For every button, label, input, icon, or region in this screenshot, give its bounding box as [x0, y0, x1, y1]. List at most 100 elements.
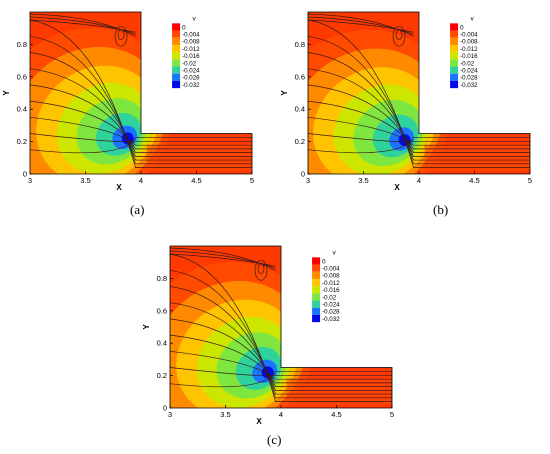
legend-swatch-0 — [450, 23, 459, 31]
legend-title: v — [470, 15, 474, 22]
legend-label-1: -0.004 — [182, 32, 200, 39]
x-tick-label-2: 4 — [279, 410, 283, 419]
legend-swatch-3 — [312, 278, 321, 287]
streamline-2 — [308, 52, 530, 161]
caption-c: (c) — [267, 432, 282, 447]
y-axis: 0 0.2 0.4 0.6 0.8 Y — [142, 274, 173, 413]
y-tick-label-1: 0.2 — [295, 137, 305, 146]
x-tick-label-1: 3.5 — [80, 176, 90, 185]
wall-streamline-2 — [308, 19, 414, 33]
legend-label-5: -0.02 — [182, 60, 197, 67]
legend-swatch-5 — [450, 59, 459, 67]
y-tick-label-0: 0 — [301, 170, 305, 179]
x-tick-label-3: 4.5 — [469, 176, 479, 185]
x-tick-label-4: 5 — [390, 410, 394, 419]
legend-label-0: 0 — [322, 258, 326, 265]
x-axis-label: X — [256, 417, 262, 426]
y-tick-label-4: 0.8 — [17, 40, 27, 49]
streamline-1 — [170, 269, 392, 399]
legend-swatch-8 — [450, 80, 459, 89]
y-tick-label-0: 0 — [23, 170, 27, 179]
streamline-5 — [170, 334, 392, 384]
streamline-7 — [170, 367, 392, 377]
x-axis-label: X — [394, 183, 400, 192]
streamline-6 — [30, 116, 252, 146]
wall-streamline-1 — [170, 250, 276, 269]
corner-vortex-outer — [114, 25, 128, 47]
y-tick-label-1: 0.2 — [157, 371, 167, 380]
legend-swatch-7 — [312, 307, 321, 315]
legend-swatch-6 — [450, 66, 459, 74]
streamline-2 — [30, 52, 252, 161]
legend-label-2: -0.008 — [460, 39, 478, 46]
legend-swatch-1 — [172, 30, 181, 38]
streamline-3 — [308, 68, 530, 157]
legend-label-7: -0.028 — [182, 75, 200, 82]
streamline-6 — [308, 116, 530, 146]
legend-swatch-3 — [450, 44, 459, 53]
legend-label-0: 0 — [182, 24, 186, 31]
wall-streamline-1 — [308, 16, 414, 35]
legend-label-4: -0.016 — [182, 53, 200, 60]
x-tick-label-0: 3 — [28, 176, 32, 185]
streamline-4 — [170, 318, 392, 387]
legend-swatch-4 — [312, 286, 321, 294]
legend-swatch-8 — [312, 314, 321, 323]
x-axis: 3 3.5 4 4.5 5 X — [306, 171, 532, 192]
streamline-7 — [308, 133, 530, 143]
legend-swatch-4 — [172, 52, 181, 60]
legend-label-1: -0.004 — [322, 266, 340, 273]
legend-label-3: -0.012 — [460, 46, 478, 53]
x-axis: 3 3.5 4 4.5 5 X — [168, 405, 394, 426]
x-tick-label-3: 4.5 — [331, 410, 341, 419]
streamline-6 — [170, 350, 392, 380]
streamline-0 — [308, 19, 530, 168]
streamline-3 — [30, 68, 252, 157]
legend-label-5: -0.02 — [460, 60, 475, 67]
x-tick-label-4: 5 — [250, 176, 254, 185]
y-tick-label-0: 0 — [163, 404, 167, 413]
y-axis: 0 0.2 0.4 0.6 0.8 Y — [2, 40, 33, 179]
legend-label-6: -0.024 — [460, 68, 478, 75]
y-tick-label-4: 0.8 — [157, 274, 167, 283]
legend-label-6: -0.024 — [182, 68, 200, 75]
x-axis: 3 3.5 4 4.5 5 X — [28, 171, 254, 192]
x-tick-label-1: 3.5 — [220, 410, 230, 419]
legend: v0-0.004-0.008-0.012-0.016-0.02-0.024-0.… — [450, 15, 478, 89]
chart-a-svg: 3 3.5 4 4.5 5X00.20.40.60.8Yv0-0.004-0.008-0… — [2, 11, 254, 192]
streamline-5 — [308, 100, 530, 150]
legend-label-8: -0.032 — [182, 82, 200, 89]
legend-swatch-0 — [312, 257, 321, 265]
legend-swatch-6 — [172, 66, 181, 74]
legend-swatch-2 — [450, 37, 459, 45]
corner-vortex-outer — [254, 259, 268, 281]
legend-label-4: -0.016 — [460, 53, 478, 60]
streamline-4 — [30, 84, 252, 153]
streamline-1 — [30, 35, 252, 165]
legend-label-4: -0.016 — [322, 287, 340, 294]
y-tick-label-2: 0.4 — [295, 105, 305, 114]
legend-swatch-1 — [312, 264, 321, 272]
chart-c-svg: 3 3.5 4 4.5 5X00.20.40.60.8Yv0-0.004-0.008-0… — [142, 245, 394, 426]
legend-swatch-6 — [312, 300, 321, 308]
wall-streamline-1 — [30, 16, 136, 35]
legend: v0-0.004-0.008-0.012-0.016-0.02-0.024-0.… — [172, 15, 200, 89]
streamline-1 — [308, 35, 530, 165]
caption-a: (a) — [130, 202, 145, 217]
y-tick-label-3: 0.6 — [17, 72, 27, 81]
streamline-8 — [30, 137, 252, 154]
x-tick-label-2: 4 — [417, 176, 421, 185]
streamlines — [308, 13, 530, 168]
streamline-3 — [170, 302, 392, 391]
corner-vortex-inner — [395, 29, 403, 41]
chart-b-svg: 3 3.5 4 4.5 5X00.20.40.60.8Yv0-0.004-0.008-0… — [280, 11, 532, 192]
x-tick-label-3: 4.5 — [191, 176, 201, 185]
streamlines — [170, 247, 392, 402]
streamline-8 — [170, 371, 392, 388]
contour-field — [308, 12, 530, 174]
legend-label-0: 0 — [460, 24, 464, 31]
y-tick-label-2: 0.4 — [157, 339, 167, 348]
x-axis-label: X — [116, 183, 122, 192]
legend-label-6: -0.024 — [322, 302, 340, 309]
legend-label-5: -0.02 — [322, 294, 337, 301]
